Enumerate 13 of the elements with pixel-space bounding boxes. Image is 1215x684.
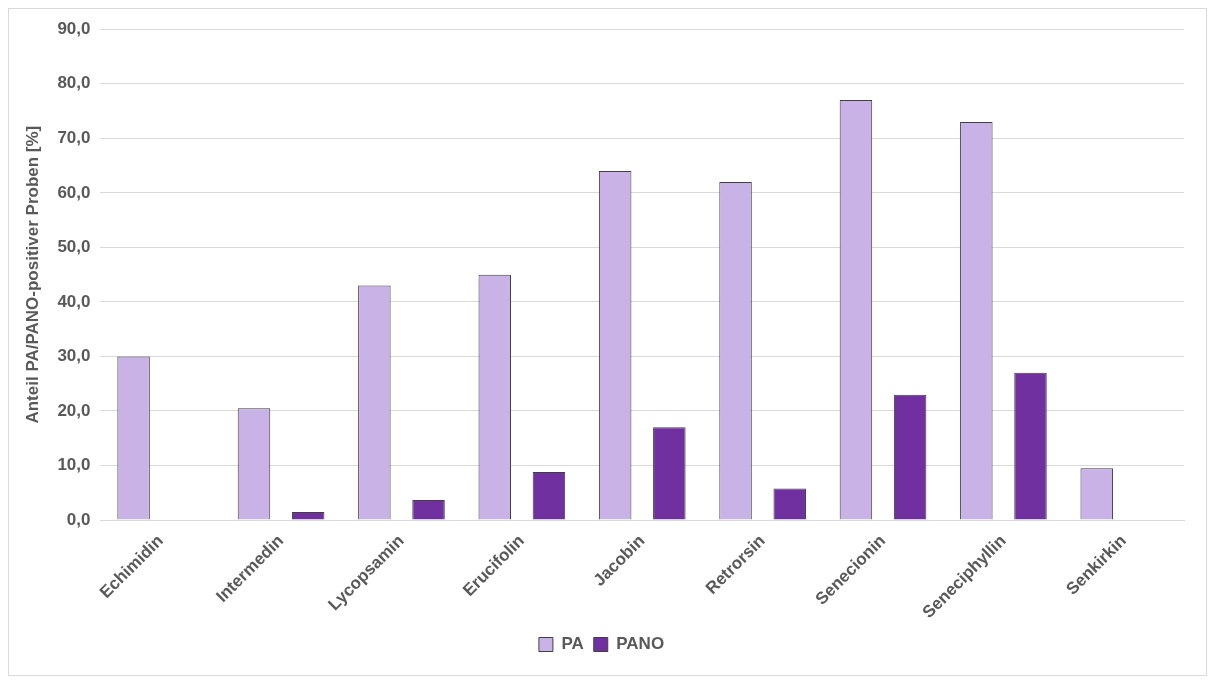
y-axis-title: Anteil PA/PANO-positiver Proben [%]: [22, 125, 42, 424]
y-tick-label: 30,0: [57, 346, 91, 366]
y-tick-label: 10,0: [57, 455, 91, 475]
legend-label: PA: [561, 634, 584, 654]
y-tick-label: 80,0: [57, 73, 91, 93]
y-tick-label: 60,0: [57, 182, 91, 202]
y-tick-label: 0,0: [66, 509, 91, 529]
legend-label: PANO: [616, 634, 665, 654]
y-tick-label: 40,0: [57, 291, 91, 311]
y-tick-label: 20,0: [57, 400, 91, 420]
y-tick-label: 70,0: [57, 127, 91, 147]
y-tick-label: 90,0: [57, 18, 91, 38]
y-tick-label: 50,0: [57, 237, 91, 257]
